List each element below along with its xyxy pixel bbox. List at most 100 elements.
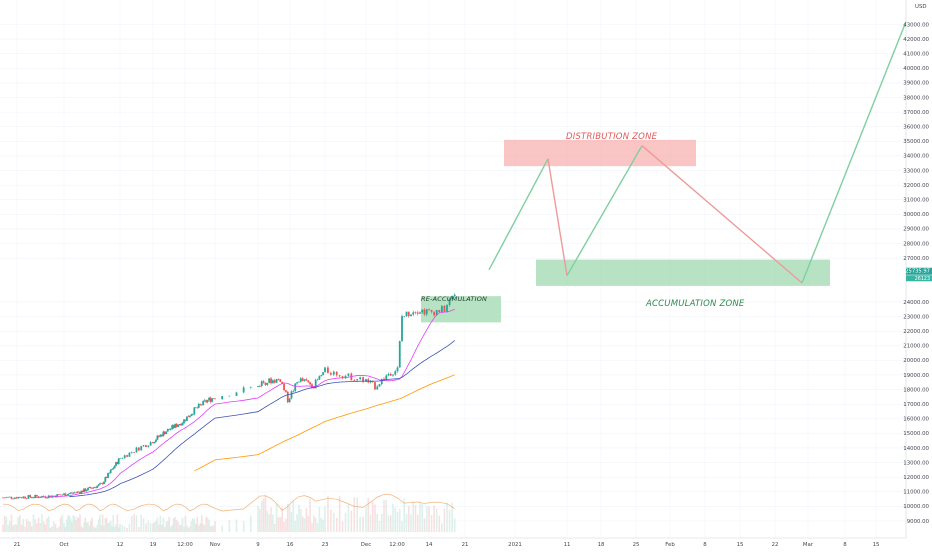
volume-bar xyxy=(214,521,216,532)
candle-body xyxy=(65,495,68,496)
candle-body xyxy=(87,487,89,491)
volume-bar xyxy=(235,519,238,532)
price-tag-sub-bg xyxy=(906,275,932,282)
candle-body xyxy=(419,312,421,314)
volume-bar xyxy=(133,514,135,532)
ma-mid-line xyxy=(69,340,455,498)
volume-bar xyxy=(25,518,28,532)
candle-body xyxy=(440,305,443,313)
candle-body xyxy=(392,374,394,376)
volume-bar xyxy=(199,523,202,532)
volume-bar xyxy=(316,523,319,532)
volume-bar xyxy=(383,499,385,532)
volume-bar xyxy=(107,523,109,532)
volume-bar xyxy=(186,525,188,532)
price-tick-label: 36000.00 xyxy=(903,125,929,131)
candle-body xyxy=(371,381,374,383)
volume-bar xyxy=(303,518,306,532)
candle-body xyxy=(15,497,18,499)
time-tick-label: 14 xyxy=(426,542,433,548)
candle-body xyxy=(56,494,59,498)
volume-bar xyxy=(451,502,453,532)
candle-body xyxy=(283,383,285,391)
candle-body xyxy=(75,492,77,494)
time-tick-label: Mar xyxy=(803,542,814,548)
time-tick-label: Dec xyxy=(361,542,371,548)
annotation-labels: RE-ACCUMULATION DISTRIBUTION ZONE ACCUMU… xyxy=(421,132,745,309)
price-tick-label: 41000.00 xyxy=(903,52,929,58)
candle-body xyxy=(430,310,433,312)
volume-bar xyxy=(192,518,194,532)
volume-bar xyxy=(392,503,394,532)
candle-body xyxy=(257,386,259,387)
candle-body xyxy=(421,309,424,313)
candle-body xyxy=(403,316,406,317)
candle-body xyxy=(27,495,30,499)
current-price-label: 25735.97 xyxy=(905,269,930,275)
volume-bar xyxy=(164,527,166,532)
volume-bar xyxy=(29,521,31,532)
price-tick-label: 13000.00 xyxy=(903,460,929,466)
candle-body xyxy=(365,379,367,382)
volume-bar xyxy=(356,497,359,532)
volume-bar xyxy=(75,520,77,532)
candle-body xyxy=(260,381,263,387)
candle-body xyxy=(71,492,73,494)
candle-body xyxy=(175,423,178,427)
candle-body xyxy=(158,435,160,437)
time-tick-label: 15 xyxy=(873,542,880,548)
volume-bar xyxy=(112,515,115,532)
accumulation-zone-label: ACCUMULATION ZONE xyxy=(645,299,745,309)
volume-bar xyxy=(149,523,152,532)
candle-body xyxy=(335,371,338,376)
volume-bar xyxy=(250,515,252,532)
volume-bar xyxy=(8,521,11,532)
volume-bar xyxy=(259,508,261,532)
volume-bar xyxy=(353,497,356,532)
volume-bar xyxy=(344,512,347,532)
candle-body xyxy=(446,305,448,312)
candle-body xyxy=(320,375,323,377)
candle-body xyxy=(103,481,105,485)
time-tick-label: 25 xyxy=(633,542,640,548)
candle-body xyxy=(435,309,438,316)
volume-bar xyxy=(27,521,30,532)
volume-bar xyxy=(407,505,410,532)
volume-bar xyxy=(332,512,335,532)
candle-body xyxy=(290,391,293,399)
candle-body xyxy=(2,497,4,499)
price-tick-label: 23000.00 xyxy=(903,314,929,320)
volume-bar xyxy=(83,522,85,532)
candle-body xyxy=(46,497,48,499)
volume-bar xyxy=(2,524,4,532)
distribution-zone-label: DISTRIBUTION ZONE xyxy=(566,132,658,142)
volume-bar xyxy=(405,513,408,532)
candle-body xyxy=(100,483,103,484)
volume-bar xyxy=(152,523,154,532)
volume-bar xyxy=(79,514,81,532)
candle-body xyxy=(92,487,95,489)
candle-body xyxy=(49,495,52,498)
volume-bar xyxy=(113,526,116,532)
candle-body xyxy=(76,491,79,493)
time-axis[interactable]: 21 Oct 12 19 12:00 Nov 9 16 23 Dec 12:00 14 21 2021 11… xyxy=(0,537,906,548)
candle-body xyxy=(209,397,212,402)
volume-bar xyxy=(101,514,104,532)
candle-body xyxy=(186,416,188,421)
candle-body xyxy=(187,416,190,418)
price-tick-label: 22000.00 xyxy=(903,329,929,335)
volume-bar xyxy=(12,525,14,532)
candle-body xyxy=(13,497,16,499)
volume-bar xyxy=(187,527,190,532)
volume-bar xyxy=(441,523,443,532)
candle-body xyxy=(168,429,171,430)
candle-body xyxy=(73,492,76,494)
candle-body xyxy=(206,400,209,403)
volume-bar xyxy=(24,526,26,532)
price-tick-label: 43000.00 xyxy=(903,22,929,28)
candle-body xyxy=(202,400,205,406)
candle-body xyxy=(8,496,11,498)
volume-bar xyxy=(286,503,289,532)
